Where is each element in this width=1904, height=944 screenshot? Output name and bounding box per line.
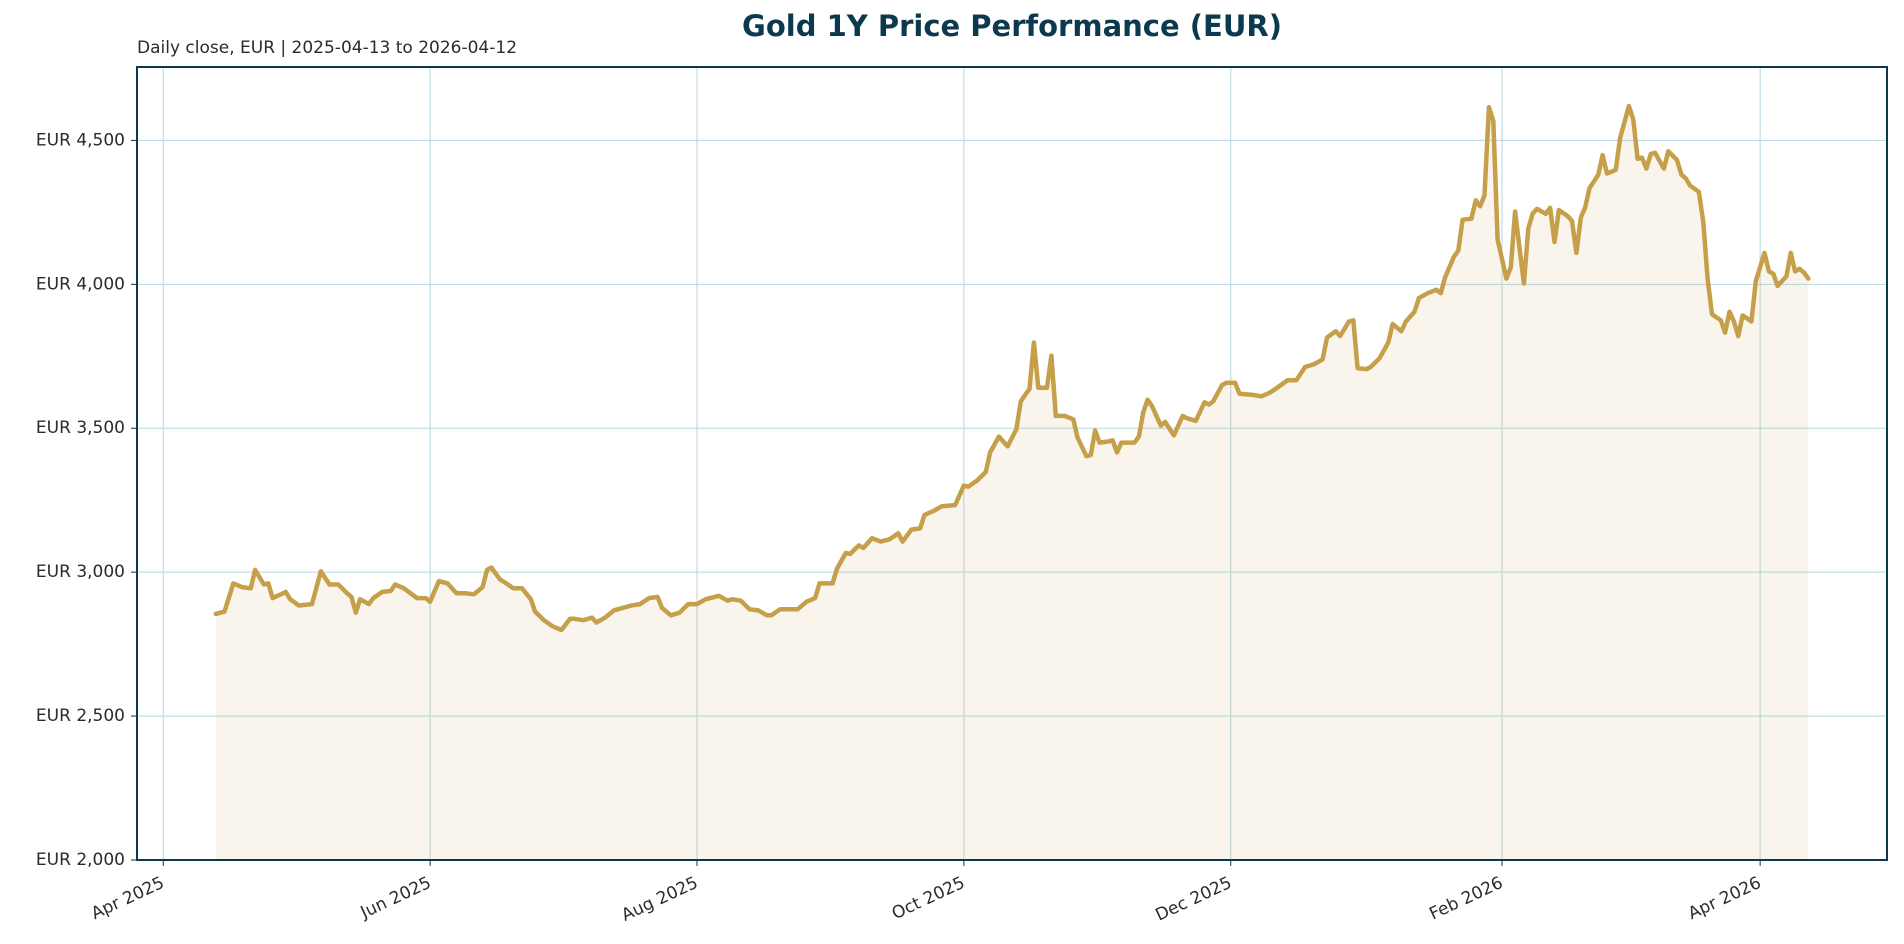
x-tick-label: Jun 2025 — [357, 873, 435, 923]
x-tick-label: Feb 2026 — [1426, 873, 1506, 924]
x-tick-label: Dec 2025 — [1153, 873, 1235, 926]
x-tick-label: Apr 2026 — [1685, 873, 1764, 924]
plot-frame — [136, 66, 1888, 861]
chart-subtitle: Daily close, EUR | 2025-04-13 to 2026-04… — [137, 38, 517, 58]
x-tick-label: Aug 2025 — [619, 873, 702, 926]
line — [213, 103, 1811, 633]
y-tick-label: EUR 2,000 — [36, 850, 125, 870]
x-tick-label: Oct 2025 — [889, 873, 968, 924]
y-tick-label: EUR 3,000 — [36, 562, 125, 582]
area — [215, 106, 1809, 861]
y-tick-label: EUR 2,500 — [36, 706, 125, 726]
y-tick-label: EUR 4,500 — [36, 130, 125, 150]
y-tick-label: EUR 3,500 — [36, 418, 125, 438]
x-tick-label: Apr 2025 — [88, 873, 167, 924]
chart-title: Gold 1Y Price Performance (EUR) — [742, 9, 1282, 43]
y-tick-label: EUR 4,000 — [36, 274, 125, 294]
